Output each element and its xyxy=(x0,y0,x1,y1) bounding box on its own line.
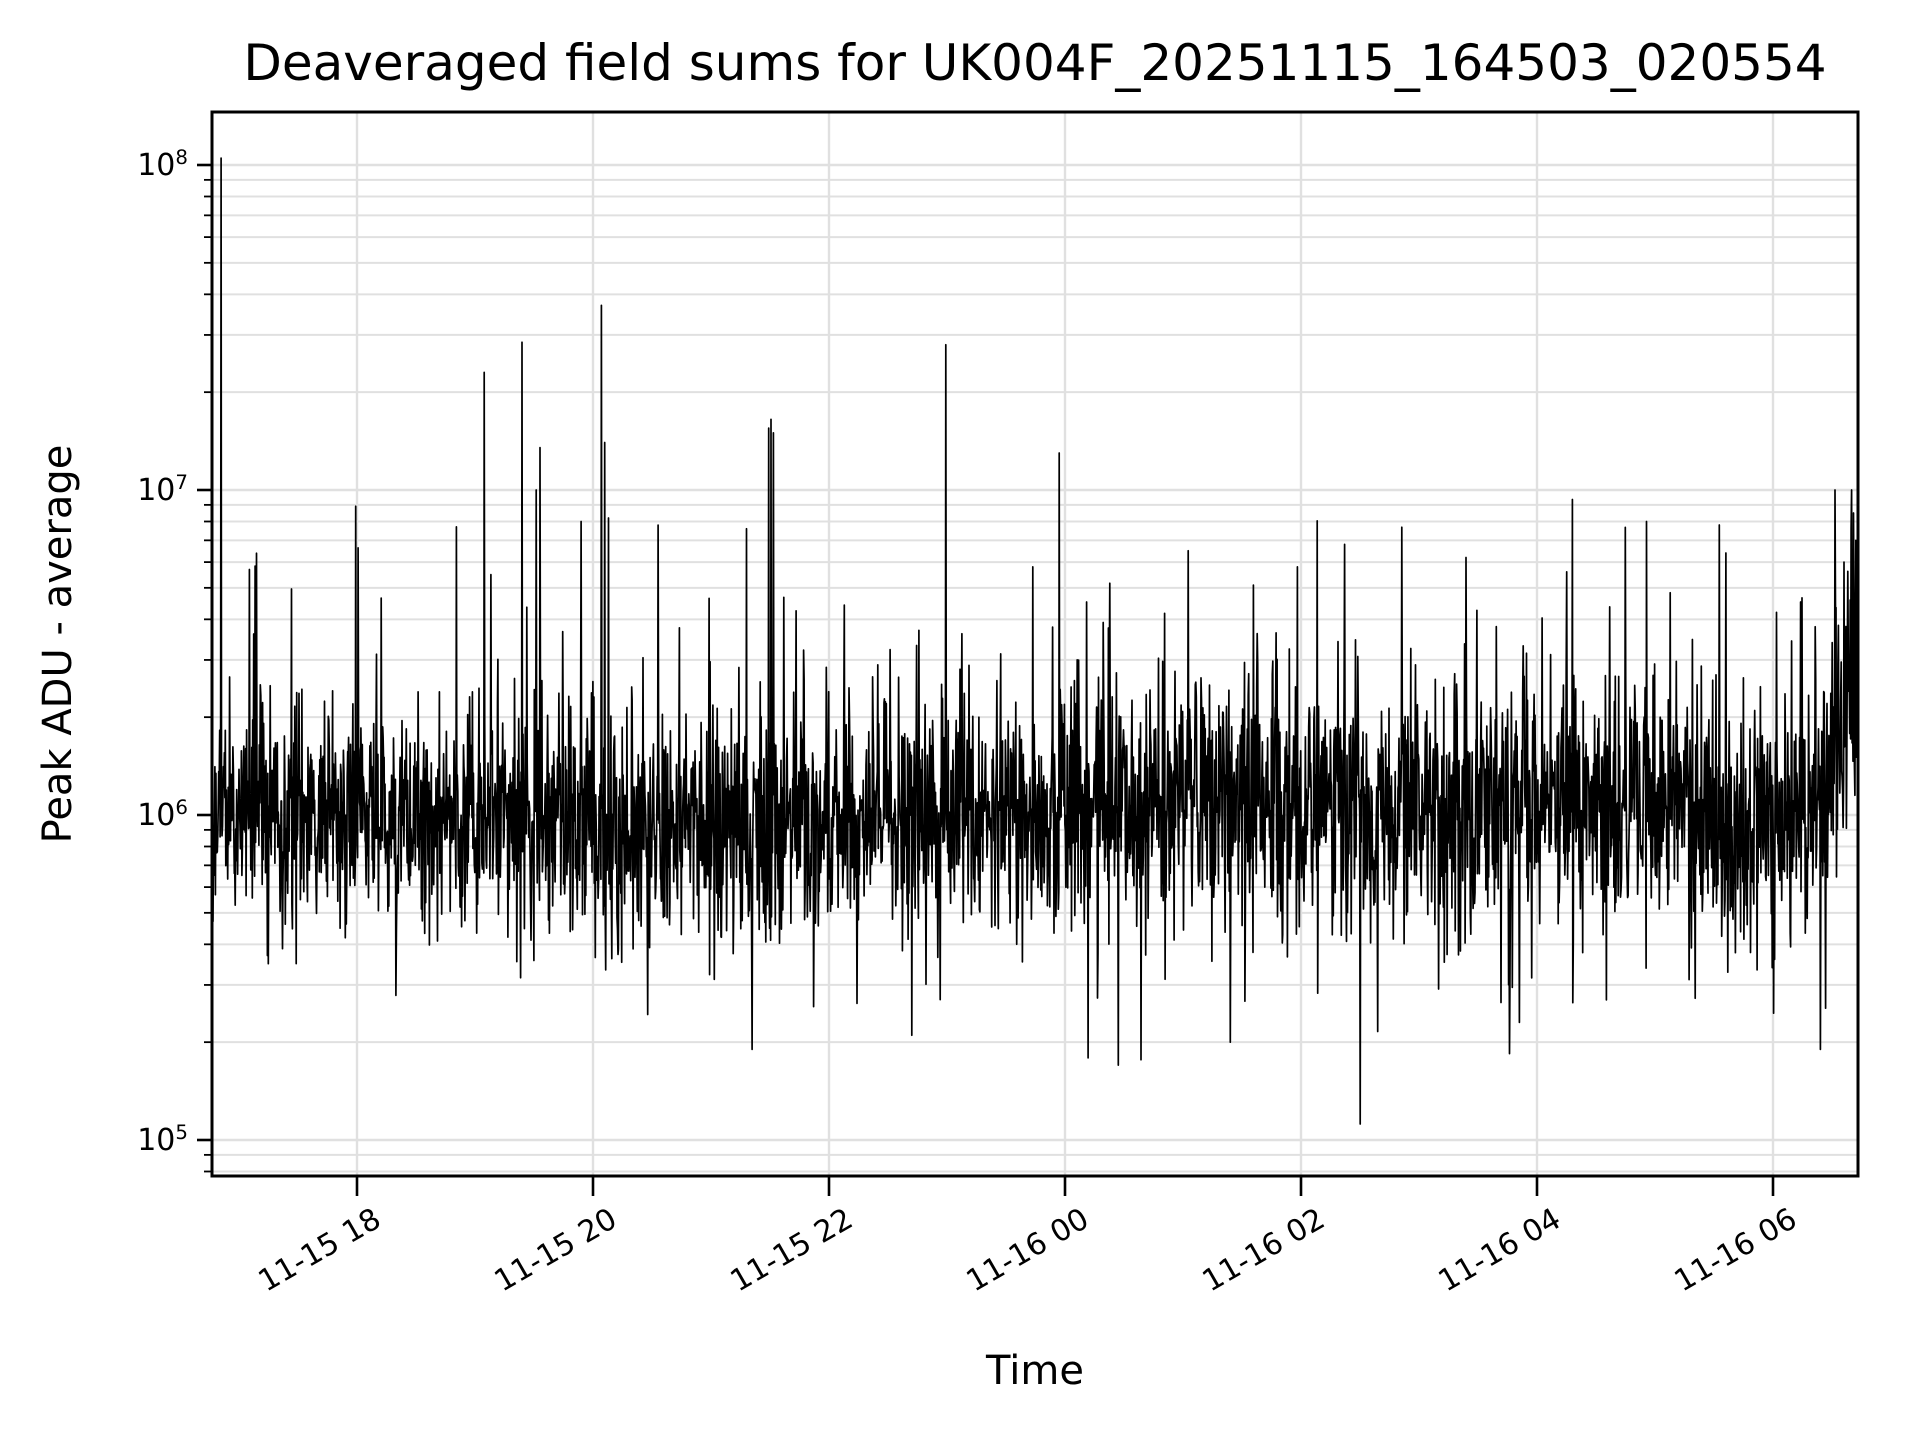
y-tick-label: 108 xyxy=(137,145,188,183)
axes-spines xyxy=(210,110,1860,1178)
y-tick-label: 107 xyxy=(137,470,188,508)
x-axis-label: Time xyxy=(986,1348,1084,1394)
axes-layer xyxy=(197,110,1860,1196)
data-layer xyxy=(212,157,1858,1125)
y-axis-label: Peak ADU - average xyxy=(35,444,81,844)
gridlines xyxy=(212,112,1858,1176)
y-tick-label: 105 xyxy=(137,1120,188,1158)
y-tick-label: 106 xyxy=(137,795,188,833)
data-series-line xyxy=(212,157,1858,1125)
chart-title: Deaveraged field sums for UK004F_2025111… xyxy=(243,34,1827,92)
